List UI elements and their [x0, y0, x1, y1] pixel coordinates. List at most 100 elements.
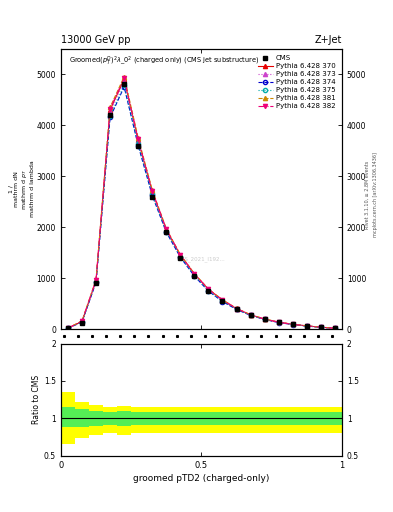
Pythia 6.428 373: [332, 325, 337, 331]
Pythia 6.428 373: [150, 189, 154, 196]
Pythia 6.428 374: [220, 298, 225, 305]
Pythia 6.428 381: [108, 104, 112, 111]
CMS: [122, 81, 127, 88]
Pythia 6.428 375: [318, 324, 323, 330]
Pythia 6.428 381: [136, 135, 141, 141]
Pythia 6.428 374: [234, 306, 239, 312]
Pythia 6.428 381: [305, 323, 309, 329]
Pythia 6.428 375: [305, 323, 309, 329]
Pythia 6.428 370: [164, 227, 169, 233]
Pythia 6.428 375: [234, 306, 239, 312]
Pythia 6.428 370: [192, 271, 197, 277]
Pythia 6.428 370: [66, 325, 70, 331]
Pythia 6.428 370: [150, 188, 154, 195]
CMS: [318, 324, 323, 330]
Pythia 6.428 381: [80, 318, 84, 324]
Text: Z+Jet: Z+Jet: [314, 35, 342, 45]
Text: 13000 GeV pp: 13000 GeV pp: [61, 35, 130, 45]
Pythia 6.428 381: [262, 316, 267, 322]
Pythia 6.428 381: [332, 325, 337, 331]
CMS: [276, 319, 281, 326]
Pythia 6.428 381: [150, 187, 154, 193]
Pythia 6.428 373: [276, 319, 281, 326]
Pythia 6.428 382: [80, 318, 84, 324]
Pythia 6.428 373: [136, 138, 141, 144]
Pythia 6.428 375: [290, 322, 295, 328]
Pythia 6.428 373: [122, 78, 127, 84]
Pythia 6.428 375: [192, 272, 197, 279]
Pythia 6.428 382: [234, 306, 239, 312]
Pythia 6.428 370: [332, 325, 337, 331]
Pythia 6.428 374: [248, 312, 253, 318]
Pythia 6.428 382: [108, 106, 112, 112]
Pythia 6.428 374: [262, 316, 267, 323]
CMS: [206, 288, 211, 294]
Pythia 6.428 370: [276, 319, 281, 325]
Y-axis label: 1 /
mathrm dN
mathrm d $p_T$
mathrm d lambda: 1 / mathrm dN mathrm d $p_T$ mathrm d la…: [8, 160, 35, 217]
Pythia 6.428 370: [206, 286, 211, 292]
Line: Pythia 6.428 374: Pythia 6.428 374: [66, 85, 337, 330]
Y-axis label: Ratio to CMS: Ratio to CMS: [32, 375, 41, 424]
CMS: [234, 306, 239, 312]
Line: Pythia 6.428 381: Pythia 6.428 381: [66, 75, 337, 330]
Pythia 6.428 374: [290, 322, 295, 328]
Pythia 6.428 370: [220, 297, 225, 303]
CMS: [248, 312, 253, 318]
Pythia 6.428 381: [290, 321, 295, 327]
Pythia 6.428 381: [178, 251, 183, 258]
CMS: [178, 254, 183, 261]
Pythia 6.428 381: [164, 226, 169, 232]
Pythia 6.428 370: [122, 76, 127, 82]
Line: Pythia 6.428 375: Pythia 6.428 375: [66, 83, 337, 330]
Pythia 6.428 373: [305, 323, 309, 329]
Pythia 6.428 382: [276, 319, 281, 325]
Pythia 6.428 381: [248, 312, 253, 318]
CMS: [290, 322, 295, 328]
Pythia 6.428 373: [164, 228, 169, 234]
Pythia 6.428 381: [122, 74, 127, 80]
Pythia 6.428 382: [150, 188, 154, 194]
Line: Pythia 6.428 370: Pythia 6.428 370: [66, 77, 337, 330]
Pythia 6.428 382: [136, 136, 141, 142]
Pythia 6.428 382: [332, 325, 337, 331]
Pythia 6.428 374: [318, 324, 323, 330]
CMS: [332, 325, 337, 331]
Pythia 6.428 374: [136, 142, 141, 148]
Pythia 6.428 374: [150, 193, 154, 199]
Pythia 6.428 374: [206, 288, 211, 294]
Pythia 6.428 382: [290, 321, 295, 327]
Line: Pythia 6.428 373: Pythia 6.428 373: [66, 79, 337, 330]
Pythia 6.428 370: [234, 306, 239, 312]
Pythia 6.428 382: [206, 286, 211, 292]
Pythia 6.428 381: [192, 270, 197, 276]
Pythia 6.428 373: [262, 316, 267, 323]
Pythia 6.428 373: [248, 312, 253, 318]
Pythia 6.428 382: [178, 252, 183, 258]
Pythia 6.428 375: [122, 82, 127, 89]
Pythia 6.428 375: [276, 319, 281, 326]
Pythia 6.428 382: [248, 312, 253, 318]
Pythia 6.428 374: [332, 325, 337, 331]
Pythia 6.428 374: [192, 273, 197, 279]
X-axis label: groomed pTD2 (charged-only): groomed pTD2 (charged-only): [133, 474, 270, 483]
Pythia 6.428 375: [332, 325, 337, 331]
Pythia 6.428 375: [262, 316, 267, 323]
Line: Pythia 6.428 382: Pythia 6.428 382: [66, 76, 337, 330]
Pythia 6.428 375: [248, 312, 253, 318]
Pythia 6.428 373: [206, 287, 211, 293]
Pythia 6.428 374: [122, 84, 127, 90]
Pythia 6.428 381: [234, 305, 239, 311]
CMS: [66, 325, 70, 331]
Pythia 6.428 374: [66, 325, 70, 331]
CMS: [80, 320, 84, 326]
Pythia 6.428 370: [94, 278, 98, 284]
Pythia 6.428 382: [122, 75, 127, 81]
Pythia 6.428 382: [192, 271, 197, 277]
CMS: [94, 280, 98, 286]
Pythia 6.428 375: [136, 141, 141, 147]
Text: mcplots.cern.ch [arXiv:1306.3436]: mcplots.cern.ch [arXiv:1306.3436]: [373, 152, 378, 237]
CMS: [164, 229, 169, 236]
Pythia 6.428 373: [192, 272, 197, 278]
Pythia 6.428 373: [80, 318, 84, 325]
CMS: [262, 316, 267, 323]
